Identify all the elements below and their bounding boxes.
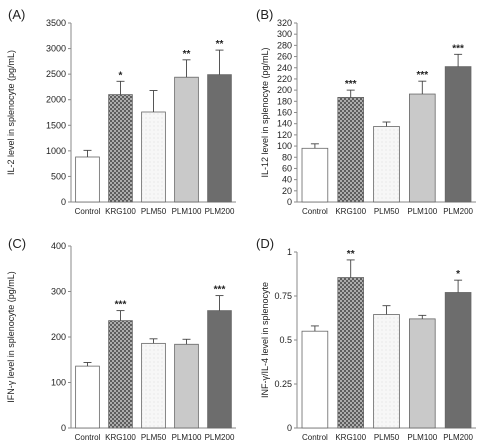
y-tick-label: 20 [282,186,292,196]
y-tick-label: 0.5 [279,335,292,345]
bar-krg100 [108,320,133,429]
bar-control [301,330,329,429]
x-tick-label: KRG100 [335,433,366,442]
y-tick-label: 1000 [46,146,66,156]
bar-control [75,365,100,429]
y-tick-label: 1500 [46,120,66,130]
y-tick-label: 0 [287,423,292,433]
y-tick-label: 140 [277,119,292,129]
y-tick-label: 2000 [46,95,66,105]
y-tick-label: 1 [287,247,292,257]
significance-marker: *** [214,285,226,296]
y-tick-label: 200 [277,85,292,95]
y-tick-label: 300 [277,29,292,39]
bar-plm50 [373,126,400,203]
y-tick-label: 40 [282,175,292,185]
bar-plm50 [141,111,166,203]
bar-plm100 [174,76,199,203]
bar-plm100 [174,343,199,429]
bar-plm100 [409,93,436,203]
significance-marker: *** [345,79,357,90]
bar-krg100 [108,94,133,203]
x-tick-label: Control [302,207,328,216]
y-tick-label: 320 [277,18,292,28]
y-tick-label: 200 [51,332,66,342]
x-tick-label: PLM100 [407,207,437,216]
panel-label: (A) [8,7,25,22]
significance-marker: *** [115,300,127,311]
significance-marker: * [119,70,123,81]
bar-control [301,147,329,203]
y-tick-label: 0.25 [274,379,292,389]
y-tick-label: 3000 [46,44,66,54]
y-tick-label: 3500 [46,18,66,28]
y-tick-label: 0 [61,197,66,207]
bar-krg100 [337,96,364,203]
x-tick-label: PLM50 [374,207,400,216]
bar-plm50 [141,342,166,429]
y-tick-label: 260 [277,52,292,62]
y-tick-label: 180 [277,96,292,106]
x-tick-label: KRG100 [105,207,136,216]
chart-panel-4: (D) 0 0.25 0.5 0.75 1 INF-γ/IL-4 level in sple… [256,236,476,442]
bar-plm200 [444,66,472,203]
chart-panel-3: (C) 0 100 200 300 400 IFN-γ level in splenocyt… [6,236,236,442]
x-tick-label: Control [75,433,101,442]
x-tick-label: KRG100 [335,207,366,216]
x-tick-label: Control [302,433,328,442]
y-axis-label: IFN-γ level in splenocyte (pg/mL) [6,271,16,403]
significance-marker: ** [347,249,355,260]
y-tick-label: 0 [61,423,66,433]
y-tick-label: 60 [282,163,292,173]
bar-plm50 [373,314,400,429]
y-axis-label: IL-12 level in splenocyte (pg/mL) [260,47,270,177]
y-tick-label: 160 [277,108,292,118]
bar-plm200 [444,292,472,429]
x-tick-label: Control [75,207,101,216]
significance-marker: ** [183,49,191,60]
y-tick-label: 300 [51,287,66,297]
significance-marker: *** [416,70,428,81]
x-tick-label: PLM50 [141,207,167,216]
x-tick-label: PLM200 [205,433,235,442]
bar-krg100 [337,277,364,429]
x-tick-label: PLM200 [443,433,473,442]
x-tick-label: PLM100 [407,433,437,442]
y-tick-label: 400 [51,241,66,251]
x-tick-label: PLM100 [172,207,202,216]
y-tick-label: 100 [277,141,292,151]
x-tick-label: PLM50 [374,433,400,442]
y-tick-label: 220 [277,74,292,84]
panel-label: (C) [8,236,26,251]
y-tick-label: 2500 [46,69,66,79]
x-tick-label: PLM50 [141,433,167,442]
y-tick-label: 0 [287,197,292,207]
bar-control [75,156,100,203]
x-tick-label: PLM200 [443,207,473,216]
panel-label: (B) [256,7,273,22]
y-tick-label: 280 [277,40,292,50]
bar-plm100 [409,318,436,429]
panel-label: (D) [256,236,274,251]
x-tick-label: KRG100 [105,433,136,442]
x-tick-label: PLM100 [172,433,202,442]
bar-plm200 [207,310,232,429]
y-tick-label: 100 [51,378,66,388]
y-tick-label: 80 [282,152,292,162]
chart-panel-1: (A) 0 500 1000 1500 2000 2500 3000 3500 IL-2 leve… [6,7,236,216]
y-tick-label: 120 [277,130,292,140]
y-axis-label: IL-2 level in splenocyte (pg/mL) [6,50,16,175]
significance-marker: *** [452,43,464,54]
y-axis-label: INF-γ/IL-4 level in splenocyte [260,282,270,398]
y-tick-label: 240 [277,63,292,73]
y-tick-label: 500 [51,171,66,181]
y-tick-label: 0.75 [274,291,292,301]
bar-plm200 [207,74,232,203]
significance-marker: * [456,269,460,280]
x-tick-label: PLM200 [205,207,235,216]
significance-marker: ** [216,39,224,50]
